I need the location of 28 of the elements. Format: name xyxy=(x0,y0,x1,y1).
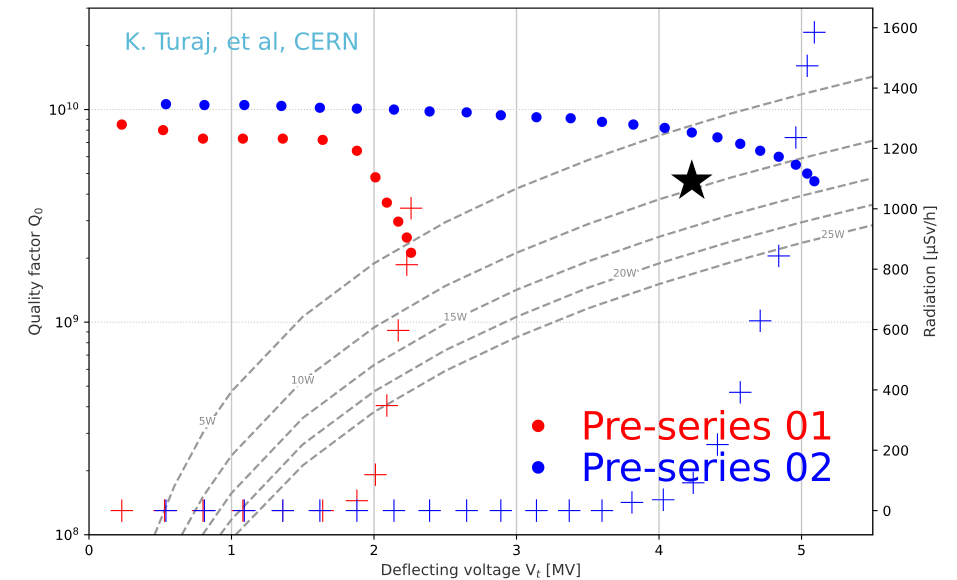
y2-tick-label: 200 xyxy=(884,445,908,456)
annotation: K. Turaj, et al, CERN xyxy=(126,32,357,55)
x-tick-label: 4 xyxy=(655,544,663,556)
x-tick-label: 1 xyxy=(228,544,235,556)
annotation: 25W xyxy=(822,230,844,238)
x-axis-title: Deflecting voltage V$_{t}$ [MV] xyxy=(382,563,580,578)
annotation: 5W xyxy=(200,417,216,425)
legend-label: Pre-series 01 xyxy=(584,410,830,440)
y2-axis-title: Radiation [μSv/h] xyxy=(923,206,938,336)
y2-tick-label: 1600 xyxy=(884,22,917,34)
y-axis-title: Quality factor Q$_{0}$ xyxy=(28,208,43,335)
x-tick-label: 0 xyxy=(86,544,92,556)
legend-label: Pre-series 02 xyxy=(584,451,830,482)
y2-tick-label: 0 xyxy=(883,506,890,516)
y2-tick-label: 400 xyxy=(883,384,908,396)
y2-tick-label: 600 xyxy=(883,324,908,336)
y2-tick-label: 1400 xyxy=(884,83,917,94)
y2-tick-label: 1000 xyxy=(884,204,917,214)
y2-tick-label: 800 xyxy=(883,264,908,275)
x-tick-label: 3 xyxy=(513,544,520,556)
x-tick-label: 5 xyxy=(798,544,805,556)
annotation: 15W xyxy=(444,312,467,321)
y-tick-label: 10$^{9}$ xyxy=(56,314,78,328)
y-tick-label: 10$^{8}$ xyxy=(56,527,78,540)
y-tick-label: 10$^{10}$ xyxy=(50,102,78,115)
annotation: 20W xyxy=(614,268,636,277)
y2-tick-label: 1200 xyxy=(884,143,917,154)
x-tick-label: 2 xyxy=(370,544,378,556)
